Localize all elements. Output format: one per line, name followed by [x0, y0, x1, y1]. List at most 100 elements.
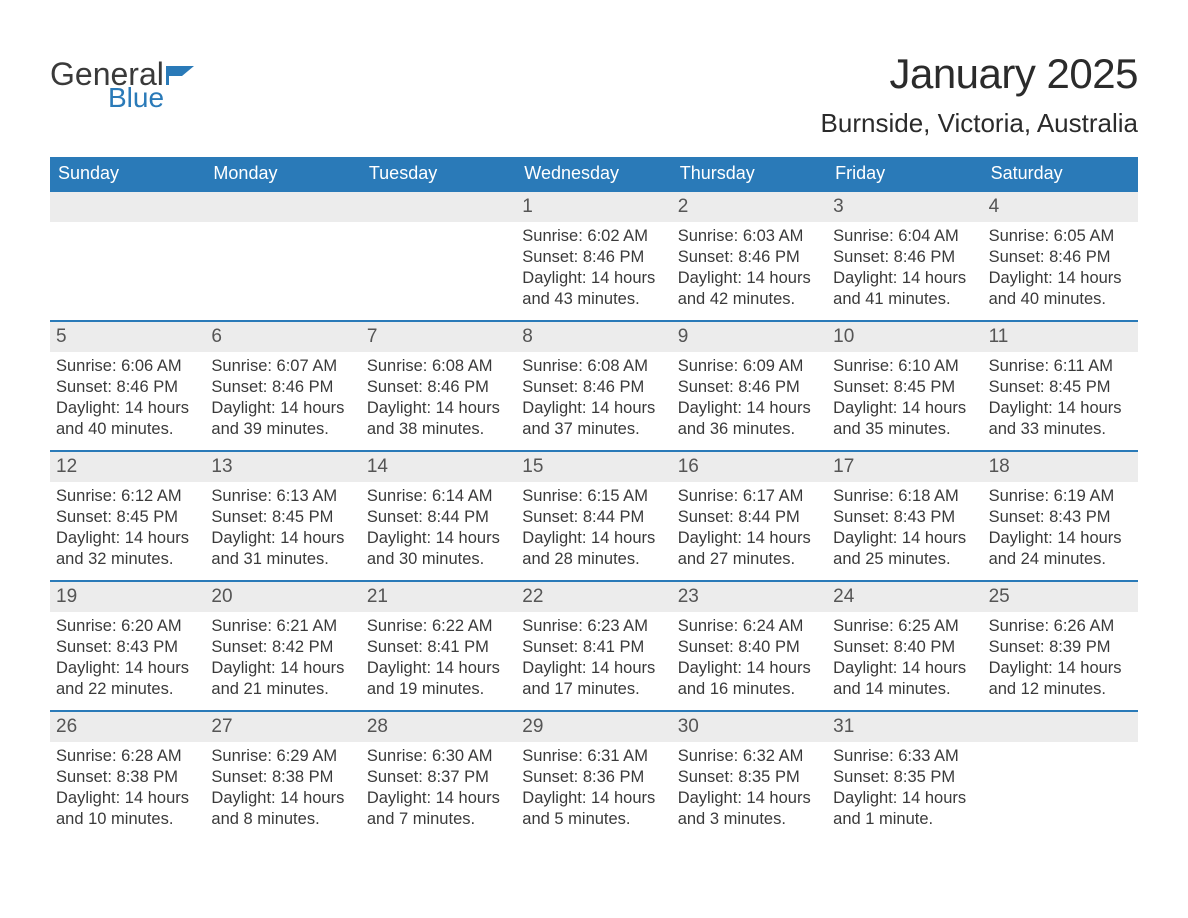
- day-number-strip: 7: [361, 322, 516, 352]
- day-body: Sunrise: 6:15 AMSunset: 8:44 PMDaylight:…: [516, 482, 671, 576]
- day-body: Sunrise: 6:04 AMSunset: 8:46 PMDaylight:…: [827, 222, 982, 316]
- day-body: Sunrise: 6:31 AMSunset: 8:36 PMDaylight:…: [516, 742, 671, 836]
- day-number-strip: 29: [516, 712, 671, 742]
- sunrise-line: Sunrise: 6:19 AM: [989, 486, 1130, 507]
- daylight-line: Daylight: 14 hours and 43 minutes.: [522, 268, 663, 310]
- daylight-line: Daylight: 14 hours and 10 minutes.: [56, 788, 197, 830]
- daylight-line: Daylight: 14 hours and 7 minutes.: [367, 788, 508, 830]
- day-number-strip: 19: [50, 582, 205, 612]
- day-number: [367, 196, 372, 217]
- day-number-strip: 27: [205, 712, 360, 742]
- calendar-day: 22Sunrise: 6:23 AMSunset: 8:41 PMDayligh…: [516, 582, 671, 710]
- day-number-strip: 22: [516, 582, 671, 612]
- calendar-day: 12Sunrise: 6:12 AMSunset: 8:45 PMDayligh…: [50, 452, 205, 580]
- page-header: General Blue January 2025 Burnside, Vict…: [50, 50, 1138, 139]
- sunrise-line: Sunrise: 6:18 AM: [833, 486, 974, 507]
- sunset-line: Sunset: 8:45 PM: [989, 377, 1130, 398]
- sunset-line: Sunset: 8:46 PM: [211, 377, 352, 398]
- sunset-line: Sunset: 8:39 PM: [989, 637, 1130, 658]
- daylight-line: Daylight: 14 hours and 30 minutes.: [367, 528, 508, 570]
- day-body: Sunrise: 6:24 AMSunset: 8:40 PMDaylight:…: [672, 612, 827, 706]
- weekday-header: Saturday: [983, 157, 1138, 192]
- day-number-strip: 9: [672, 322, 827, 352]
- calendar-day: 2Sunrise: 6:03 AMSunset: 8:46 PMDaylight…: [672, 192, 827, 320]
- day-body: Sunrise: 6:28 AMSunset: 8:38 PMDaylight:…: [50, 742, 205, 836]
- daylight-line: Daylight: 14 hours and 38 minutes.: [367, 398, 508, 440]
- daylight-line: Daylight: 14 hours and 17 minutes.: [522, 658, 663, 700]
- day-body: Sunrise: 6:02 AMSunset: 8:46 PMDaylight:…: [516, 222, 671, 316]
- day-body: Sunrise: 6:06 AMSunset: 8:46 PMDaylight:…: [50, 352, 205, 446]
- day-number: 28: [367, 716, 388, 737]
- sunset-line: Sunset: 8:45 PM: [56, 507, 197, 528]
- day-body: Sunrise: 6:17 AMSunset: 8:44 PMDaylight:…: [672, 482, 827, 576]
- day-number-strip: 15: [516, 452, 671, 482]
- sunset-line: Sunset: 8:43 PM: [833, 507, 974, 528]
- sunrise-line: Sunrise: 6:15 AM: [522, 486, 663, 507]
- sunrise-line: Sunrise: 6:06 AM: [56, 356, 197, 377]
- sunrise-line: Sunrise: 6:07 AM: [211, 356, 352, 377]
- daylight-line: Daylight: 14 hours and 8 minutes.: [211, 788, 352, 830]
- calendar-day: 7Sunrise: 6:08 AMSunset: 8:46 PMDaylight…: [361, 322, 516, 450]
- daylight-line: Daylight: 14 hours and 33 minutes.: [989, 398, 1130, 440]
- sunrise-line: Sunrise: 6:09 AM: [678, 356, 819, 377]
- sunset-line: Sunset: 8:35 PM: [833, 767, 974, 788]
- sunset-line: Sunset: 8:40 PM: [833, 637, 974, 658]
- calendar-day: 27Sunrise: 6:29 AMSunset: 8:38 PMDayligh…: [205, 712, 360, 840]
- sunset-line: Sunset: 8:46 PM: [678, 247, 819, 268]
- sunrise-line: Sunrise: 6:21 AM: [211, 616, 352, 637]
- day-body: [50, 222, 205, 232]
- calendar: SundayMondayTuesdayWednesdayThursdayFrid…: [50, 157, 1138, 840]
- day-body: Sunrise: 6:03 AMSunset: 8:46 PMDaylight:…: [672, 222, 827, 316]
- day-body: Sunrise: 6:33 AMSunset: 8:35 PMDaylight:…: [827, 742, 982, 836]
- sunrise-line: Sunrise: 6:10 AM: [833, 356, 974, 377]
- day-body: Sunrise: 6:07 AMSunset: 8:46 PMDaylight:…: [205, 352, 360, 446]
- calendar-day: 25Sunrise: 6:26 AMSunset: 8:39 PMDayligh…: [983, 582, 1138, 710]
- day-number-strip: 13: [205, 452, 360, 482]
- day-number-strip: [983, 712, 1138, 742]
- daylight-line: Daylight: 14 hours and 40 minutes.: [989, 268, 1130, 310]
- day-number-strip: 31: [827, 712, 982, 742]
- daylight-line: Daylight: 14 hours and 42 minutes.: [678, 268, 819, 310]
- day-number-strip: 12: [50, 452, 205, 482]
- sunrise-line: Sunrise: 6:13 AM: [211, 486, 352, 507]
- sunrise-line: Sunrise: 6:33 AM: [833, 746, 974, 767]
- calendar-day: 5Sunrise: 6:06 AMSunset: 8:46 PMDaylight…: [50, 322, 205, 450]
- sunrise-line: Sunrise: 6:08 AM: [522, 356, 663, 377]
- day-body: Sunrise: 6:19 AMSunset: 8:43 PMDaylight:…: [983, 482, 1138, 576]
- day-number: 11: [989, 326, 1009, 347]
- day-number-strip: 28: [361, 712, 516, 742]
- daylight-line: Daylight: 14 hours and 27 minutes.: [678, 528, 819, 570]
- daylight-line: Daylight: 14 hours and 1 minute.: [833, 788, 974, 830]
- calendar-day: 15Sunrise: 6:15 AMSunset: 8:44 PMDayligh…: [516, 452, 671, 580]
- sunrise-line: Sunrise: 6:04 AM: [833, 226, 974, 247]
- day-number-strip: 5: [50, 322, 205, 352]
- sunset-line: Sunset: 8:41 PM: [522, 637, 663, 658]
- day-number: 21: [367, 586, 388, 607]
- month-title: January 2025: [821, 50, 1138, 98]
- calendar-day: 30Sunrise: 6:32 AMSunset: 8:35 PMDayligh…: [672, 712, 827, 840]
- day-number-strip: 3: [827, 192, 982, 222]
- calendar-week: 5Sunrise: 6:06 AMSunset: 8:46 PMDaylight…: [50, 320, 1138, 450]
- sunset-line: Sunset: 8:42 PM: [211, 637, 352, 658]
- sunset-line: Sunset: 8:46 PM: [522, 247, 663, 268]
- location: Burnside, Victoria, Australia: [821, 108, 1138, 139]
- day-body: Sunrise: 6:21 AMSunset: 8:42 PMDaylight:…: [205, 612, 360, 706]
- day-number-strip: 6: [205, 322, 360, 352]
- weekday-header: Thursday: [672, 157, 827, 192]
- sunrise-line: Sunrise: 6:28 AM: [56, 746, 197, 767]
- calendar-day: 28Sunrise: 6:30 AMSunset: 8:37 PMDayligh…: [361, 712, 516, 840]
- day-body: Sunrise: 6:08 AMSunset: 8:46 PMDaylight:…: [516, 352, 671, 446]
- day-number-strip: 20: [205, 582, 360, 612]
- day-number: 27: [211, 716, 232, 737]
- day-number: 6: [211, 326, 222, 347]
- day-number-strip: [361, 192, 516, 222]
- calendar-day: 18 Sunrise: 6:19 AMSunset: 8:43 PMDayligh…: [983, 452, 1138, 580]
- daylight-line: Daylight: 14 hours and 41 minutes.: [833, 268, 974, 310]
- daylight-line: Daylight: 14 hours and 37 minutes.: [522, 398, 663, 440]
- sunrise-line: Sunrise: 6:22 AM: [367, 616, 508, 637]
- day-number: 18: [989, 456, 1010, 477]
- sunset-line: Sunset: 8:46 PM: [56, 377, 197, 398]
- calendar-week: 1Sunrise: 6:02 AMSunset: 8:46 PMDaylight…: [50, 192, 1138, 320]
- day-number: 20: [211, 586, 232, 607]
- day-number: 26: [56, 716, 77, 737]
